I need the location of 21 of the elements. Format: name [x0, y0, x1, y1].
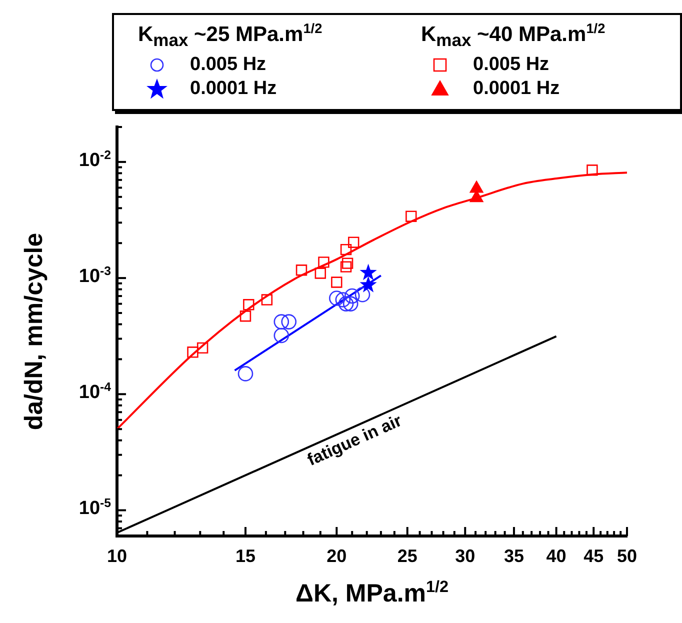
x-tick-label: 50	[616, 546, 638, 566]
legend-label: 0.005 Hz	[190, 54, 266, 76]
legend-label: 0.005 Hz	[473, 54, 550, 76]
y-tick-label: 10$^{-3}$	[78, 264, 111, 288]
x-tick-label: 45	[584, 546, 604, 566]
y-axis-title: da/dN, mm/cycle	[20, 232, 49, 430]
y-tick-label: 10$^{-2}$	[78, 148, 111, 172]
text: K$_{max}$ ~40 MPa.m$^{1/2}$	[421, 21, 606, 50]
legend-label: 0.0001 Hz	[473, 78, 560, 100]
y-tick-label: 10$^{-5}$	[78, 496, 111, 520]
x-axis-title: ΔK, MPa.m$^{1/2}$	[296, 578, 449, 608]
legend-label: 0.0001 Hz	[190, 78, 277, 100]
x-tick-label: 20	[326, 546, 347, 566]
y-tick-label: 10$^{-4}$	[78, 380, 111, 404]
x-tick-label: 15	[235, 546, 256, 566]
x-tick-label: 10	[106, 546, 128, 566]
x-tick-label: 40	[546, 546, 566, 566]
x-tick-label: 30	[455, 546, 476, 566]
x-tick-label: 25	[397, 546, 418, 566]
x-tick-label: 35	[504, 546, 524, 566]
text: K$_{max}$ ~25 MPa.m$^{1/2}$	[138, 21, 322, 50]
